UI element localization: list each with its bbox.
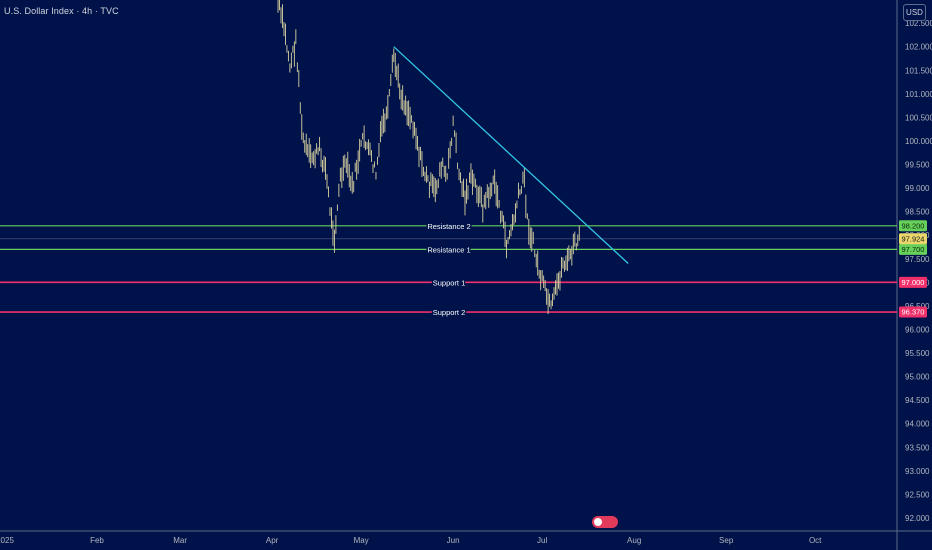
level-price-tag-text: 96.370 bbox=[902, 308, 925, 317]
level-price-tag bbox=[899, 276, 927, 288]
price-tick-label: 96.000 bbox=[905, 325, 930, 334]
price-tick-label: 99.000 bbox=[905, 184, 930, 193]
level-label: Resistance 1 bbox=[427, 245, 470, 254]
price-tick-label: 98.500 bbox=[905, 208, 930, 217]
time-tick-label: Sep bbox=[719, 536, 734, 545]
price-tick-label: 95.500 bbox=[905, 349, 930, 358]
price-tick-label: 100.000 bbox=[905, 137, 932, 146]
level-price-tag-text: 97.700 bbox=[902, 245, 925, 254]
time-tick-label: Jun bbox=[447, 536, 460, 545]
candle-series bbox=[277, 0, 580, 315]
price-tick-label: 99.500 bbox=[905, 161, 930, 170]
price-tick-label: 101.000 bbox=[905, 90, 932, 99]
time-tick-label: Oct bbox=[809, 536, 822, 545]
price-tick-label: 101.500 bbox=[905, 66, 932, 75]
level-price-tag bbox=[899, 243, 927, 255]
price-tick-label: 94.000 bbox=[905, 420, 930, 429]
symbol-title: U.S. Dollar Index · 4h · TVC bbox=[4, 6, 119, 16]
price-tick-label: 92.000 bbox=[905, 514, 930, 523]
price-tick-label: 94.500 bbox=[905, 396, 930, 405]
time-tick-label: 2025 bbox=[0, 536, 14, 545]
time-tick-label: Feb bbox=[90, 536, 104, 545]
descending-trendline bbox=[393, 46, 629, 264]
level-price-tag-text: 98.200 bbox=[902, 221, 925, 230]
price-tick-label: 100.500 bbox=[905, 113, 932, 122]
level-price-tag bbox=[899, 306, 927, 318]
level-price-tag-text: 97.000 bbox=[902, 278, 925, 287]
level-price-tag bbox=[899, 220, 927, 232]
currency-button[interactable]: USD bbox=[903, 4, 926, 21]
price-tick-label: 102.000 bbox=[905, 43, 932, 52]
price-tick-label: 95.000 bbox=[905, 373, 930, 382]
price-tick-label: 96.500 bbox=[905, 302, 930, 311]
time-tick-label: Aug bbox=[627, 536, 641, 545]
price-tick-label: 97.500 bbox=[905, 255, 930, 264]
level-label: Support 1 bbox=[433, 278, 466, 287]
level-label: Support 2 bbox=[433, 308, 466, 317]
level-label: Resistance 2 bbox=[427, 222, 470, 231]
price-tick-label: 93.500 bbox=[905, 443, 930, 452]
last-price-tag-text: 97.924 bbox=[902, 235, 925, 244]
price-tick-label: 102.500 bbox=[905, 19, 932, 28]
time-tick-label: Apr bbox=[266, 536, 279, 545]
price-tick-label: 92.500 bbox=[905, 490, 930, 499]
last-price-tag bbox=[899, 233, 927, 245]
time-tick-label: May bbox=[354, 536, 369, 545]
time-tick-label: Jul bbox=[537, 536, 547, 545]
price-tick-label: 93.000 bbox=[905, 467, 930, 476]
event-marker-flag-icon bbox=[594, 518, 602, 526]
time-tick-label: Mar bbox=[173, 536, 187, 545]
